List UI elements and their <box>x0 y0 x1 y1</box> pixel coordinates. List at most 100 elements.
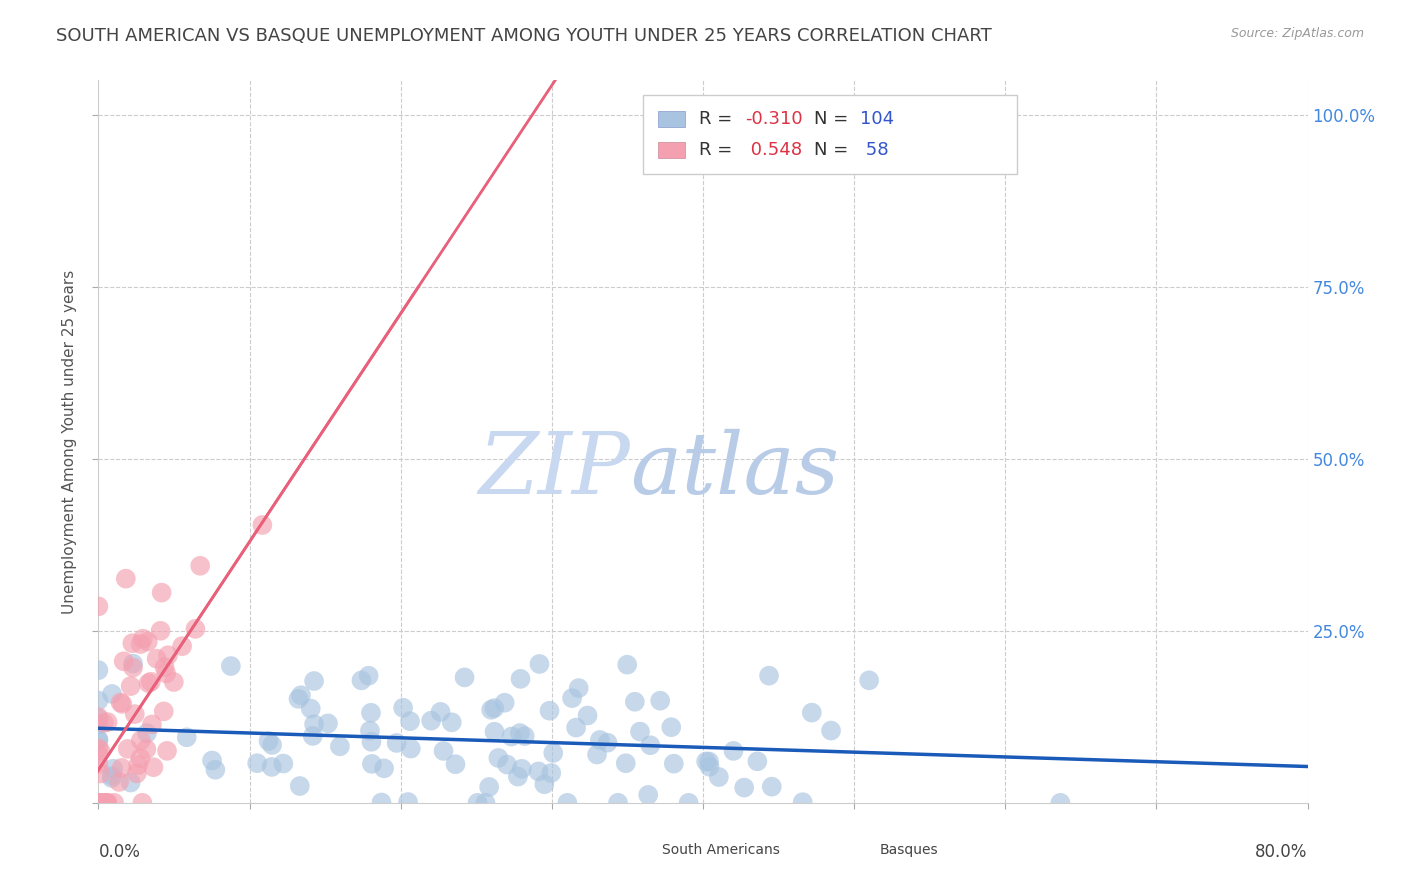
Point <box>142 760 165 774</box>
Point <box>121 636 143 650</box>
Point <box>89 796 111 810</box>
Point <box>101 769 124 783</box>
Text: N =: N = <box>814 110 855 128</box>
Point <box>87 663 110 677</box>
Point <box>131 796 153 810</box>
Point <box>97 796 120 810</box>
Point <box>90 766 112 780</box>
Point <box>792 795 814 809</box>
Point <box>474 796 496 810</box>
Point <box>557 796 579 810</box>
Point <box>87 796 110 810</box>
Text: SOUTH AMERICAN VS BASQUE UNEMPLOYMENT AMONG YOUTH UNDER 25 YEARS CORRELATION CHA: SOUTH AMERICAN VS BASQUE UNEMPLOYMENT AM… <box>56 27 993 45</box>
Text: atlas: atlas <box>630 429 839 512</box>
Point <box>93 715 115 730</box>
Point <box>120 679 142 693</box>
Point <box>122 660 145 674</box>
Point <box>513 729 536 743</box>
Point <box>510 762 533 776</box>
Point <box>204 763 226 777</box>
Text: 0.548: 0.548 <box>745 141 803 160</box>
Point <box>360 706 382 720</box>
Point <box>624 695 647 709</box>
Point <box>87 796 110 810</box>
Point <box>529 657 551 671</box>
Point <box>87 693 110 707</box>
Point <box>614 756 637 771</box>
Point <box>484 724 506 739</box>
Point <box>87 599 110 614</box>
Point <box>219 659 242 673</box>
Point <box>360 735 382 749</box>
Point <box>87 796 110 810</box>
Point <box>155 666 177 681</box>
Point <box>87 710 110 724</box>
Text: South Americans: South Americans <box>662 843 780 856</box>
Point <box>733 780 755 795</box>
Text: R =: R = <box>699 141 738 160</box>
FancyBboxPatch shape <box>848 843 870 856</box>
Point <box>111 761 134 775</box>
Text: 0.0%: 0.0% <box>98 843 141 861</box>
Point <box>103 762 125 776</box>
Point <box>501 730 523 744</box>
Point <box>152 704 174 718</box>
Point <box>392 700 415 714</box>
Point <box>150 585 173 599</box>
Point <box>114 572 136 586</box>
Point <box>444 757 467 772</box>
Point <box>94 796 117 810</box>
Point <box>93 796 115 810</box>
Point <box>135 742 157 756</box>
Point <box>565 721 588 735</box>
Point <box>659 720 682 734</box>
Text: 104: 104 <box>860 110 894 128</box>
Point <box>576 708 599 723</box>
Point <box>103 796 125 810</box>
Point <box>820 723 842 738</box>
Point <box>699 760 721 774</box>
Point <box>100 771 122 785</box>
Point <box>399 741 422 756</box>
Point <box>111 697 134 711</box>
FancyBboxPatch shape <box>658 111 685 127</box>
Point <box>329 739 352 754</box>
Point <box>761 780 783 794</box>
Point <box>399 714 422 729</box>
Point <box>662 756 685 771</box>
Point <box>527 764 550 779</box>
Point <box>96 796 118 810</box>
Point <box>484 701 506 715</box>
Point <box>87 712 110 726</box>
Point <box>589 733 612 747</box>
Text: -0.310: -0.310 <box>745 110 803 128</box>
Point <box>139 674 162 689</box>
Point <box>108 775 131 789</box>
Point <box>87 717 110 731</box>
Point <box>301 729 323 743</box>
Point <box>87 796 110 810</box>
Point <box>541 746 564 760</box>
Point <box>440 715 463 730</box>
Point <box>538 704 561 718</box>
Point <box>122 657 145 671</box>
Point <box>112 654 135 668</box>
Point <box>188 558 211 573</box>
Point <box>385 736 408 750</box>
Point <box>800 706 823 720</box>
Point <box>533 777 555 791</box>
Point <box>149 624 172 638</box>
Point <box>707 770 730 784</box>
Point <box>758 668 780 682</box>
Point <box>695 755 717 769</box>
Point <box>396 795 419 809</box>
Point <box>262 738 284 752</box>
FancyBboxPatch shape <box>630 843 652 856</box>
Point <box>302 717 325 731</box>
Point <box>136 726 159 740</box>
Point <box>145 651 167 665</box>
Point <box>429 705 451 719</box>
Point <box>586 747 609 762</box>
Point <box>640 738 662 752</box>
Point <box>110 696 132 710</box>
